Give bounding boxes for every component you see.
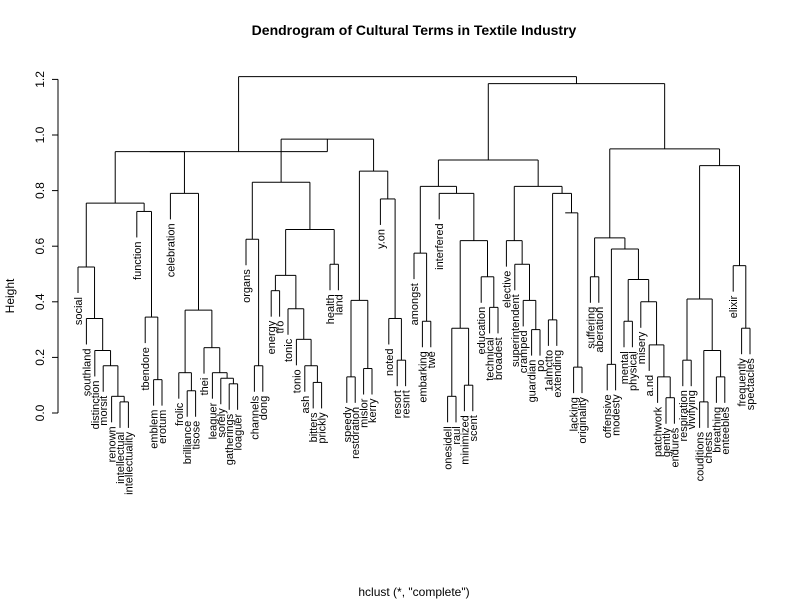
leaf-label: intellectuality (123, 431, 135, 494)
leaf-label: intellectual (115, 432, 127, 484)
leaf-label: gently (661, 427, 673, 457)
leaf-label: couditions (695, 431, 707, 481)
chart-title: Dendrogram of Cultural Terms in Textile … (252, 22, 577, 38)
leaf-label: southland (81, 348, 93, 396)
leaf-label: renown (107, 426, 119, 462)
leaf-label: onesidell (443, 426, 455, 469)
leaf-label: tonic (283, 338, 295, 362)
leaf-label: bitters (308, 412, 320, 442)
leaf-label: ash (300, 396, 312, 414)
leaf-label: cramped (518, 330, 530, 373)
leaf-label: social (73, 297, 85, 325)
leaf-label: brilliance (182, 421, 194, 464)
y-tick-label: 0.8 (33, 182, 47, 199)
leaf-label: modesty (611, 394, 623, 436)
leaf-label: tisose (191, 421, 203, 450)
y-axis-label: Height (3, 278, 17, 313)
leaf-label: health (325, 294, 337, 324)
leaf-label: mental (619, 351, 631, 384)
x-axis-label: hclust (*, "complete") (358, 585, 469, 599)
leaf-label: erotum (157, 410, 169, 444)
y-tick-label: 0.0 (33, 404, 47, 421)
leaf-label: emblem (149, 410, 161, 449)
leaf-label: sorely (216, 408, 228, 438)
leaf-label: tbendore (140, 347, 152, 390)
leaf-label: tro (275, 321, 287, 334)
leaf-label: thei (199, 378, 211, 396)
leaf-label: aberation (594, 307, 606, 353)
leaf-label: embarking (417, 351, 429, 402)
leaf-label: originality (577, 397, 589, 444)
leaf-label: noted (384, 348, 396, 376)
leaf-label: respiration (678, 390, 690, 441)
leaf-label: breathing (711, 407, 723, 453)
leaf-label: loaguer (233, 413, 245, 450)
leaf-label: twe (426, 351, 438, 368)
leaf-label: interfered (434, 223, 446, 269)
leaf-label: raul (451, 426, 463, 444)
leaf-label: mislor (359, 398, 371, 428)
dendrogram-tree (77, 76, 751, 428)
leaf-label: enteebles (720, 406, 732, 454)
leaf-label: speedy (342, 406, 354, 442)
y-axis: 0.0 0.2 0.4 0.6 0.8 1.0 1.2 (33, 71, 59, 421)
leaf-label: organs (241, 269, 253, 303)
leaf-label: leaguer (207, 402, 219, 439)
leaf-label: suffering (585, 307, 597, 349)
leaf-label: distinction (90, 380, 102, 429)
leaf-label: land (333, 294, 345, 315)
leaf-label: misery (636, 331, 648, 364)
leaf-label: po (535, 360, 547, 372)
y-tick-label: 1.0 (33, 126, 47, 143)
leaf-label: extending (552, 350, 564, 398)
leaf-label: amongst (409, 283, 421, 325)
y-tick-label: 0.2 (33, 349, 47, 366)
leaf-label: gatherings (224, 413, 236, 465)
leaf-label: vivifying (686, 390, 698, 429)
leaf-label: channels (249, 395, 261, 440)
y-tick-label: 0.4 (33, 293, 47, 310)
leaf-label: physical (627, 351, 639, 391)
leaf-label: superintendent (510, 294, 522, 367)
leaf-label: endures (669, 427, 681, 467)
leaf-label: energy (266, 320, 278, 354)
leaf-label: kerry (367, 398, 379, 423)
leaf-label: resort (392, 390, 404, 418)
leaf-label: patchwork (653, 406, 665, 457)
leaf-label: tonio (291, 369, 303, 393)
leaf-label: dong (258, 396, 270, 420)
leaf-label: morsit (98, 396, 110, 426)
leaf-label: function (132, 241, 144, 280)
leaf-label: elective (501, 271, 513, 308)
y-tick-label: 0.6 (33, 238, 47, 255)
leaf-label: minimized (459, 415, 471, 465)
leaf-label: a.nd (644, 375, 656, 396)
leaf-labels: socialsouthlanddistinctionmorsitrenownin… (73, 223, 757, 494)
leaf-label: lacking (569, 397, 581, 431)
leaf-label: elixir (728, 295, 740, 318)
leaf-label: frequently (737, 358, 749, 407)
leaf-label: offensive (602, 394, 614, 438)
leaf-label: celebration (165, 223, 177, 277)
leaf-label: restoration (350, 407, 362, 459)
leaf-label: scent (468, 415, 480, 441)
leaf-label: y.on (375, 229, 387, 249)
leaf-label: resnrt (401, 390, 413, 418)
leaf-label: guardian (527, 360, 539, 403)
leaf-label: chests (703, 431, 715, 463)
leaf-label: education (476, 307, 488, 355)
leaf-label: broadest (493, 337, 505, 380)
leaf-label: technical (485, 337, 497, 380)
leaf-label: prickly (317, 412, 329, 444)
leaf-label: 1almctto (543, 350, 555, 392)
leaf-label: spectacles (745, 358, 757, 410)
leaf-label: frolic (174, 402, 186, 426)
y-tick-label: 1.2 (33, 71, 47, 88)
